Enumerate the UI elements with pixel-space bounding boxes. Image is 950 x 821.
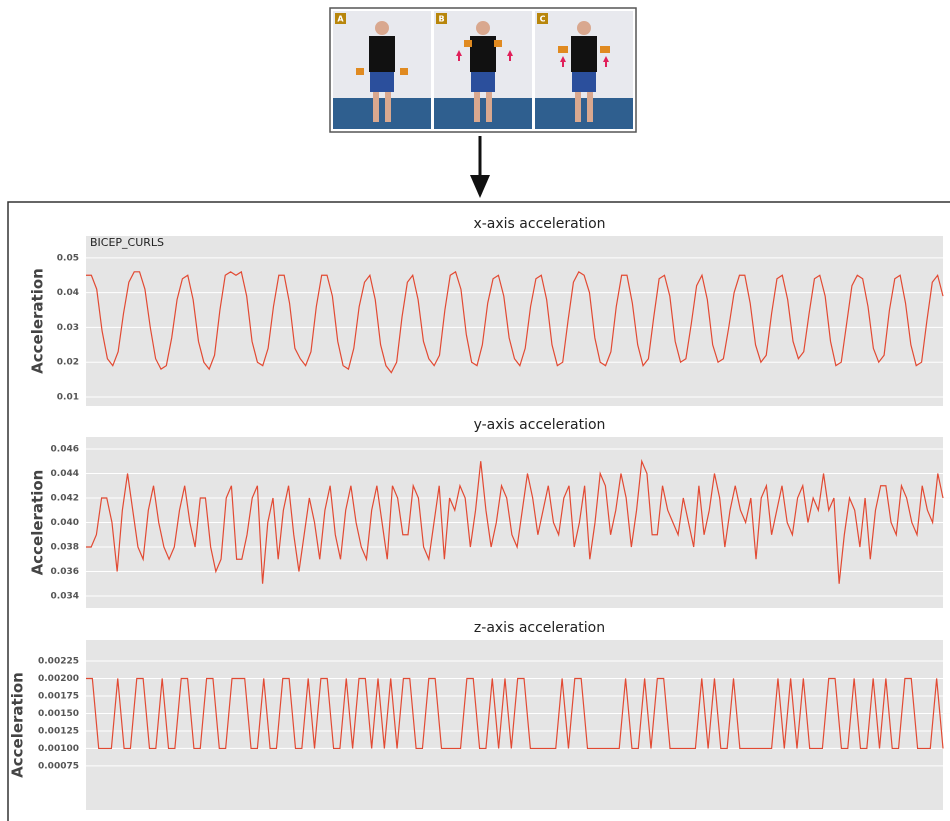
person-shorts: [572, 72, 596, 92]
y-tick-label: 0.01: [57, 392, 79, 402]
chart-title: z-axis acceleration: [474, 620, 605, 636]
y-tick-label: 0.00100: [38, 744, 79, 754]
y-tick-label: 0.04: [57, 288, 79, 298]
person-head: [476, 21, 490, 35]
panel-label: C: [540, 15, 546, 24]
plot-area: [86, 640, 943, 810]
y-tick-label: 0.038: [51, 542, 79, 552]
photo: [434, 11, 532, 129]
y-axis-label: Acceleration: [29, 268, 47, 374]
annotation: BICEP_CURLS: [90, 236, 164, 249]
photo-strip: A B C: [330, 8, 636, 132]
charts: 0.01 0.02 0.03 0.04 0.05 x-axis acceleration A…: [9, 216, 944, 810]
y-tick-label: 0.00075: [38, 761, 79, 771]
person-leg: [385, 92, 391, 122]
y-tick-label: 0.00225: [38, 656, 79, 666]
dumbbell: [494, 40, 502, 47]
photo: [535, 11, 633, 129]
y-tick-label: 0.05: [57, 253, 79, 263]
y-tick-label: 0.03: [57, 323, 79, 333]
dumbbell: [600, 46, 610, 53]
line-chart: 0.034 0.036 0.038 0.040 0.042 0.044 0.046 y-axi…: [29, 417, 944, 608]
y-tick-label: 0.036: [51, 567, 79, 577]
chart-title: x-axis acceleration: [473, 216, 605, 232]
person-leg: [575, 92, 581, 122]
y-tick-label: 0.044: [51, 469, 79, 479]
line-chart: 0.01 0.02 0.03 0.04 0.05 x-axis acceleration A…: [29, 216, 944, 406]
dumbbell: [400, 68, 408, 75]
y-tick-label: 0.02: [57, 358, 79, 368]
figure: A B C 0.01 0.02 0.03 0.04 0.05 x-axis acceler…: [0, 0, 950, 821]
photo-floor: [333, 98, 431, 129]
dumbbell: [558, 46, 568, 53]
y-tick-label: 0.040: [51, 518, 79, 528]
page: {"panel_labels": ["A", "B", "C"], "chart…: [0, 0, 950, 821]
photo-floor: [434, 98, 532, 129]
line-chart: 0.00075 0.00100 0.00125 0.00150 0.00175 0.002…: [9, 620, 944, 810]
panel-label: A: [337, 15, 344, 24]
person-leg: [474, 92, 480, 122]
person-leg: [486, 92, 492, 122]
y-tick-label: 0.046: [51, 445, 79, 455]
plot-area: [86, 236, 943, 406]
dumbbell: [464, 40, 472, 47]
y-tick-label: 0.042: [51, 494, 79, 504]
person-torso: [470, 36, 496, 72]
person-torso: [369, 36, 395, 72]
person-shorts: [471, 72, 495, 92]
y-tick-label: 0.00175: [38, 691, 79, 701]
person-leg: [373, 92, 379, 122]
y-tick-label: 0.034: [51, 591, 79, 601]
y-tick-label: 0.00125: [38, 726, 79, 736]
person-head: [577, 21, 591, 35]
y-axis-label: Acceleration: [9, 672, 27, 778]
person-head: [375, 21, 389, 35]
person-leg: [587, 92, 593, 122]
photo: [333, 11, 431, 129]
panel-label: B: [438, 15, 444, 24]
y-tick-label: 0.00200: [38, 674, 79, 684]
y-tick-label: 0.00150: [38, 709, 79, 719]
y-axis-label: Acceleration: [29, 470, 47, 576]
chart-title: y-axis acceleration: [474, 417, 606, 433]
dumbbell: [356, 68, 364, 75]
flow-arrowhead: [470, 175, 490, 198]
person-torso: [571, 36, 597, 72]
photo-floor: [535, 98, 633, 129]
person-shorts: [370, 72, 394, 92]
